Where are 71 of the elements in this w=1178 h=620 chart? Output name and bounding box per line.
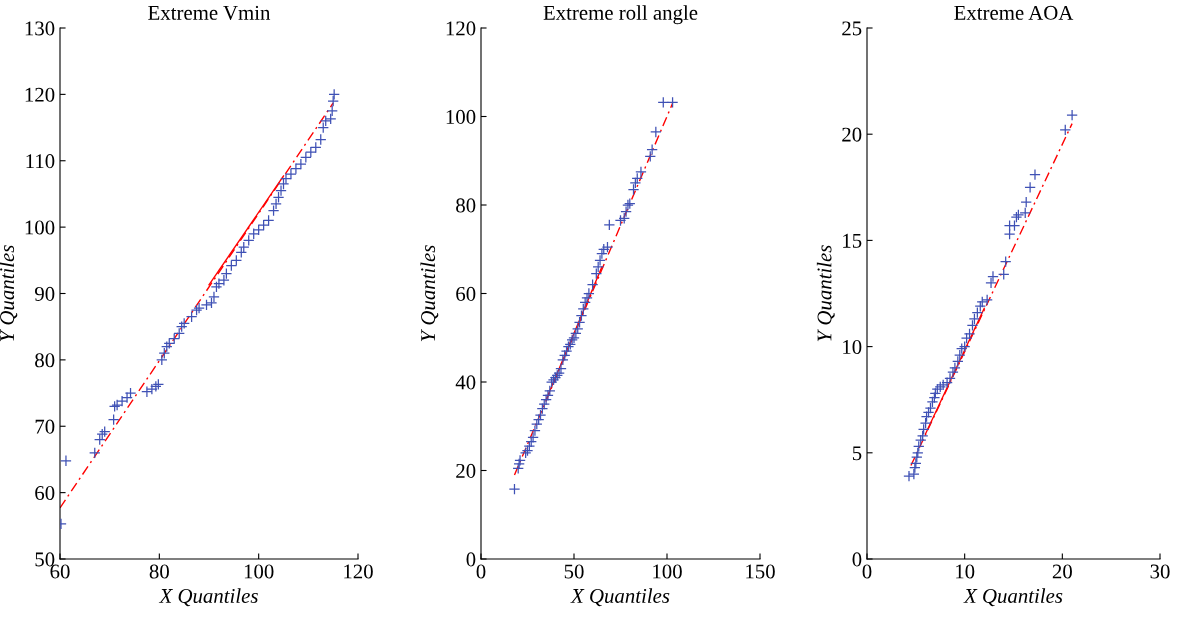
x-tick-label: 120 — [344, 564, 373, 579]
point — [966, 319, 979, 332]
point — [928, 391, 941, 404]
y-tick-label: 120 — [446, 21, 476, 36]
point — [1024, 181, 1036, 194]
chart-title: Extreme AOA — [954, 5, 1074, 20]
y-tick-label: 20 — [456, 463, 476, 478]
x-axis-title: X Quantiles — [963, 588, 1063, 607]
y-tick-label: 15 — [843, 233, 862, 248]
y-tick-label: 110 — [26, 154, 55, 169]
point — [917, 423, 930, 436]
point — [963, 328, 976, 340]
point — [920, 410, 933, 423]
y-tick-label: 100 — [446, 109, 476, 124]
x-tick-label: 20 — [1052, 564, 1072, 579]
y-tick-label: 20 — [842, 127, 862, 142]
x-tick-label: 0 — [862, 564, 872, 579]
point — [924, 402, 937, 414]
x-tick-label: 50 — [564, 564, 584, 579]
x-tick-label: 100 — [244, 564, 274, 579]
point — [1019, 207, 1031, 219]
x-tick-label: 0 — [476, 564, 486, 579]
point — [954, 349, 966, 361]
point — [1059, 124, 1072, 136]
y-axis-title: Y Quantiles — [420, 245, 439, 342]
y-tick-label: 25 — [842, 21, 862, 36]
y-tick-label: 60 — [456, 286, 476, 301]
x-axis-title: X Quantiles — [570, 588, 670, 607]
x-axis-title: X Quantiles — [158, 588, 258, 607]
y-tick-label: 10 — [843, 339, 862, 355]
point — [1003, 228, 1016, 240]
y-tick-label: 0 — [466, 552, 476, 567]
point — [919, 417, 932, 429]
y-tick-label: 90 — [34, 286, 55, 301]
point — [916, 430, 929, 442]
chart-title: Extreme roll angle — [543, 5, 698, 25]
x-tick-label: 150 — [746, 564, 775, 579]
y-tick-label: 80 — [35, 353, 55, 368]
point — [910, 457, 922, 470]
point — [911, 451, 923, 463]
x-tick-label: 100 — [653, 564, 682, 579]
point — [912, 440, 925, 453]
x-tick-label: 30 — [1150, 564, 1170, 579]
y-tick-label: 0 — [852, 552, 862, 567]
point — [912, 447, 924, 459]
point — [922, 406, 935, 419]
point — [997, 268, 1010, 281]
y-tick-label: 60 — [35, 486, 55, 501]
y-tick-label: 70 — [35, 419, 55, 434]
point — [1029, 168, 1041, 181]
y-tick-label: 5 — [852, 446, 862, 461]
y-axis-title: Y Quantiles — [816, 245, 835, 342]
point — [909, 461, 921, 474]
point — [960, 332, 973, 344]
x-tick-label: 80 — [149, 564, 169, 579]
x-tick-label: 10 — [956, 564, 975, 579]
y-tick-label: 40 — [455, 375, 476, 390]
y-axis-title: Y Quantiles — [0, 245, 18, 342]
point — [999, 255, 1012, 268]
point — [1020, 196, 1032, 208]
y-tick-label: 100 — [25, 220, 55, 235]
point — [985, 277, 997, 289]
y-tick-label: 80 — [456, 198, 476, 213]
point — [987, 270, 999, 283]
point — [926, 396, 939, 408]
point — [976, 296, 989, 308]
point — [1066, 109, 1078, 121]
chart-title: Extreme Vmin — [148, 5, 271, 20]
y-tick-label: 130 — [25, 21, 55, 36]
y-tick-label: 120 — [25, 87, 55, 102]
point — [914, 434, 927, 446]
